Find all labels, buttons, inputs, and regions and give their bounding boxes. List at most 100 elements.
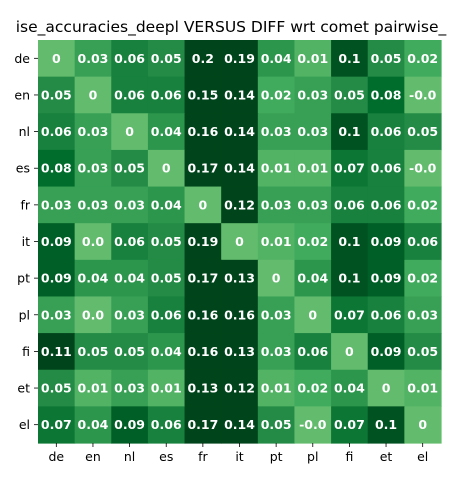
cell-value-de-fi: 0.1: [338, 51, 360, 66]
cell-value-nl-el: 0.05: [407, 124, 438, 139]
cell-value-es-it: 0.14: [224, 161, 255, 176]
x-tick-label-de: de: [49, 449, 65, 464]
heatmap-cell-fr-pt: [257, 186, 296, 224]
heatmap-cell-nl-nl: [111, 113, 149, 151]
heatmap-cell-es-pt: [257, 149, 296, 188]
cell-value-et-el: 0.01: [407, 381, 438, 396]
heatmap-cell-pt-es: [147, 259, 186, 298]
heatmap-cell-pl-fi: [331, 296, 369, 334]
y-axis-ticks: de en nl es fr it pt pl fi et el: [14, 51, 38, 432]
x-tick-label-en: en: [85, 449, 101, 464]
cell-value-fi-en: 0.05: [78, 344, 109, 359]
cell-value-pl-es: 0.06: [151, 307, 182, 322]
heatmap-cell-pl-en: [74, 296, 112, 334]
cell-value-fi-pl: 0.06: [297, 344, 328, 359]
x-tick-label-fi: fi: [345, 449, 353, 464]
heatmap-cell-de-fi: [331, 40, 369, 78]
heatmap-cell-pl-de: [38, 296, 76, 334]
x-tick-label-nl: nl: [124, 449, 135, 464]
heatmap-cell-en-el: [404, 76, 442, 114]
cell-value-pt-fr: 0.17: [187, 271, 218, 286]
cell-value-it-pt: 0.01: [261, 234, 292, 249]
cell-value-nl-fr: 0.16: [187, 124, 218, 139]
heatmap-cell-fi-pl: [294, 333, 332, 371]
heatmap-cell-en-et: [367, 76, 405, 114]
cell-value-pt-et: 0.09: [371, 271, 402, 286]
heatmap-cell-it-it: [221, 223, 259, 261]
heatmap-cell-el-nl: [111, 406, 149, 444]
heatmap-cell-fi-en: [74, 333, 112, 371]
heatmap-cell-fr-et: [367, 186, 405, 224]
heatmap-cell-de-nl: [111, 40, 149, 78]
cell-value-et-fr: 0.13: [187, 381, 218, 396]
cell-value-de-el: 0.02: [407, 51, 438, 66]
y-tick-label-de: de: [14, 51, 30, 66]
heatmap-cell-fr-it: [221, 186, 259, 224]
heatmap-cell-fi-fi: [331, 333, 369, 371]
heatmap-cell-en-nl: [111, 76, 149, 114]
cell-value-it-it: 0: [235, 234, 244, 249]
heatmap-cell-pl-pl: [294, 296, 332, 334]
cell-value-es-pl: 0.01: [297, 161, 328, 176]
cell-value-es-el: -0.0: [409, 161, 437, 176]
heatmap-cell-es-fr: [184, 149, 222, 188]
cell-value-de-en: 0.03: [78, 51, 109, 66]
cell-value-fr-el: 0.02: [407, 197, 438, 212]
heatmap-cell-pt-pl: [294, 259, 332, 298]
cell-labels: 0 0.03 0.06 0.05 0.2 0.19 0.04 0.01 0.1 0.05 0.02 0…: [41, 51, 439, 432]
heatmap-cell-de-en: [74, 40, 112, 78]
heatmap-cell-el-pl: [294, 406, 332, 444]
cell-value-es-en: 0.03: [78, 161, 109, 176]
heatmap-cell-en-de: [38, 76, 76, 114]
cell-value-el-nl: 0.09: [114, 417, 145, 432]
heatmap-cell-it-es: [147, 223, 186, 261]
cell-value-nl-pl: 0.03: [297, 124, 328, 139]
cell-value-it-en: 0.0: [82, 234, 104, 249]
heatmap-cell-en-fr: [184, 76, 222, 114]
cell-value-en-de: 0.05: [41, 87, 72, 102]
heatmap-cell-et-el: [404, 369, 442, 407]
heatmap-cell-fi-pt: [257, 333, 296, 371]
cell-value-el-pl: -0.0: [299, 417, 327, 432]
cell-value-el-et: 0.1: [375, 417, 397, 432]
cell-value-el-el: 0: [418, 417, 427, 432]
cell-value-fr-de: 0.03: [41, 197, 72, 212]
cell-value-de-fr: 0.2: [192, 51, 214, 66]
cell-value-pt-pl: 0.04: [297, 271, 328, 286]
cell-value-et-fi: 0.04: [334, 381, 365, 396]
heatmap-cell-pl-el: [404, 296, 442, 334]
x-tick-label-et: et: [380, 449, 393, 464]
cell-value-fi-de: 0.11: [41, 344, 72, 359]
cell-value-pl-it: 0.16: [224, 307, 255, 322]
cell-value-de-pt: 0.04: [261, 51, 292, 66]
heatmap-cell-de-it: [221, 40, 259, 78]
cell-value-nl-es: 0.04: [151, 124, 182, 139]
heatmap-cell-et-pt: [257, 369, 296, 407]
x-tick-label-es: es: [159, 449, 173, 464]
cell-value-pt-fi: 0.1: [338, 271, 360, 286]
cell-value-pl-en: 0.0: [82, 307, 104, 322]
cell-value-it-fr: 0.19: [187, 234, 218, 249]
heatmap-cell-fr-nl: [111, 186, 149, 224]
heatmap-cell-fi-el: [404, 333, 442, 371]
cell-value-fr-it: 0.12: [224, 197, 255, 212]
heatmap-cell-nl-fr: [184, 113, 222, 151]
heatmap-cell-pt-en: [74, 259, 112, 298]
heatmap-cell-nl-el: [404, 113, 442, 151]
heatmap-cell-el-it: [221, 406, 259, 444]
cell-value-fr-pl: 0.03: [297, 197, 328, 212]
heatmap-cell-de-pl: [294, 40, 332, 78]
cell-value-en-et: 0.08: [371, 87, 402, 102]
cell-value-el-it: 0.14: [224, 417, 255, 432]
cell-value-it-pl: 0.02: [297, 234, 328, 249]
heatmap-cell-el-pt: [257, 406, 296, 444]
cell-value-fr-en: 0.03: [78, 197, 109, 212]
x-tick-label-pl: pl: [307, 449, 318, 464]
heatmap-cell-pt-fi: [331, 259, 369, 298]
cell-value-fr-fr: 0: [199, 197, 208, 212]
heatmap-cell-pt-pt: [257, 259, 296, 298]
cell-value-pt-es: 0.05: [151, 271, 182, 286]
cell-value-pl-pt: 0.03: [261, 307, 292, 322]
x-tick-label-el: el: [417, 449, 428, 464]
